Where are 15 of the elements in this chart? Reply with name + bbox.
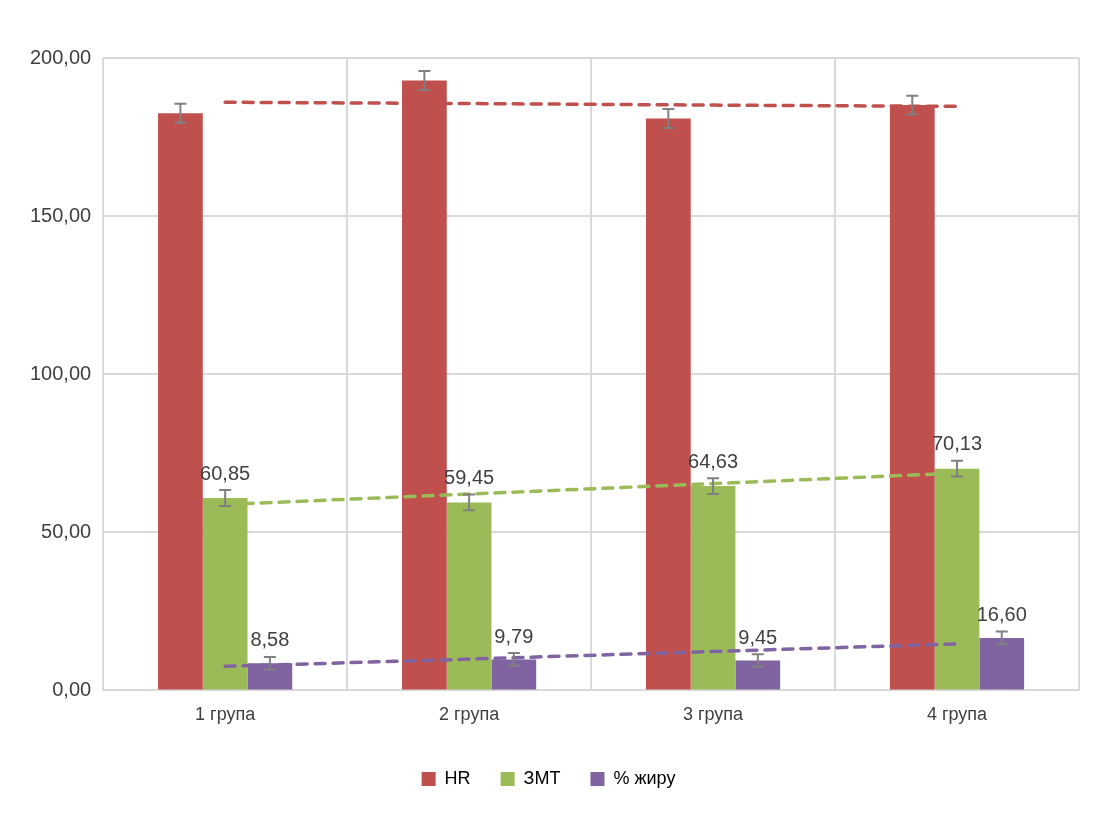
y-tick-label: 150,00 xyxy=(30,203,92,226)
x-tick-label: 2 група xyxy=(439,704,501,725)
x-tick-label: 3 група xyxy=(682,704,745,725)
x-tick-label: 1 група xyxy=(195,704,257,725)
data-label: 8,58 xyxy=(250,628,290,651)
y-tick-label: 0,00 xyxy=(52,677,92,700)
data-label: 9,45 xyxy=(738,625,778,648)
y-tick-label: 100,00 xyxy=(30,361,92,384)
legend-label: % жиру xyxy=(613,767,676,788)
y-tick-label: 50,00 xyxy=(41,519,92,542)
data-label: 9,79 xyxy=(494,624,534,647)
legend-label: HR xyxy=(444,767,471,788)
legend-label: ЗМТ xyxy=(523,767,561,788)
y-tick-label: 200,00 xyxy=(30,45,92,68)
x-tick-label: 4 група xyxy=(926,704,989,725)
